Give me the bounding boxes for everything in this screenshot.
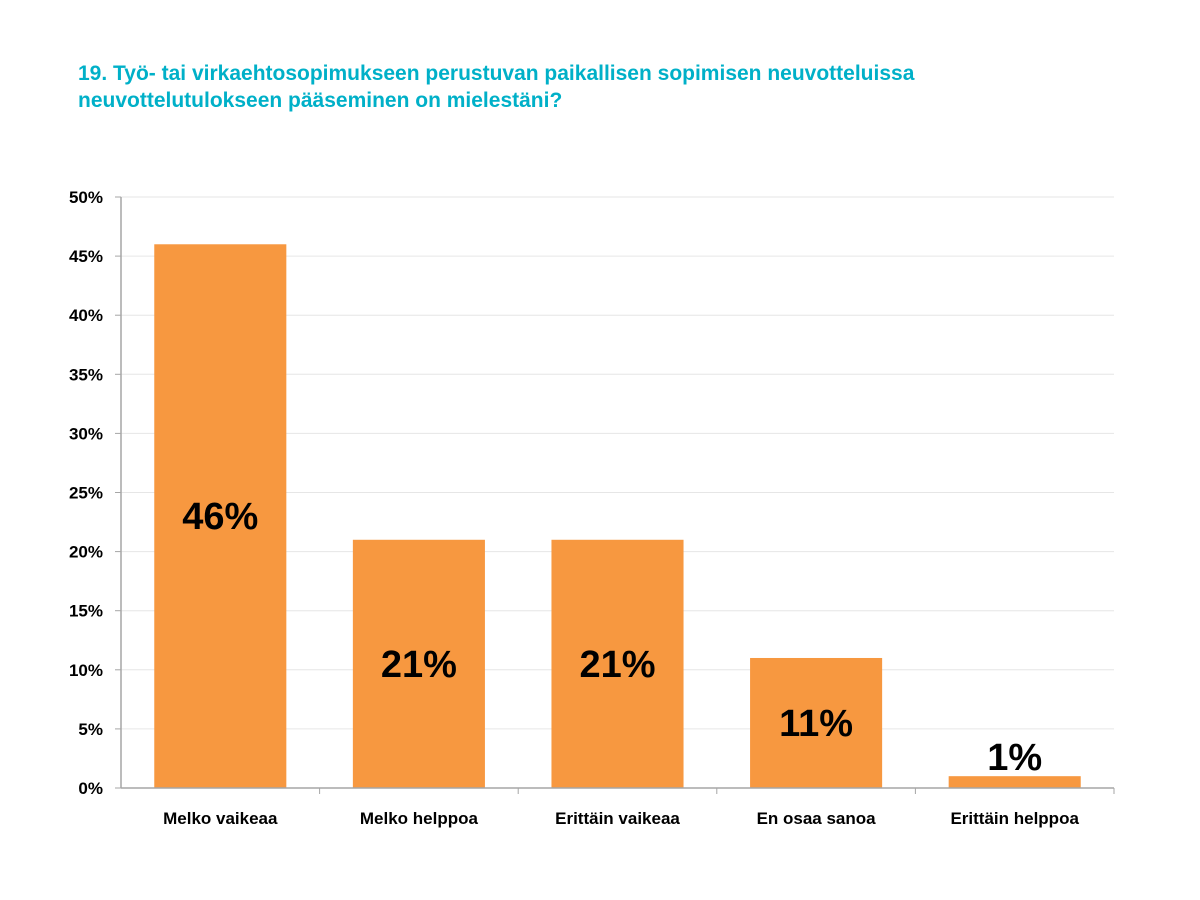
chart-title: 19. Työ- tai virkaehtosopimukseen perust… [78,62,915,112]
data-label: 11% [779,703,853,745]
y-tick-label: 35% [69,365,103,384]
x-category-label: En osaa sanoa [757,809,877,828]
y-tick-label: 45% [69,247,103,266]
x-category-label: Melko helppoa [360,809,479,828]
y-tick-label: 25% [69,484,103,503]
y-tick-label: 40% [69,306,103,325]
y-tick-label: 20% [69,543,103,562]
data-label: 1% [987,737,1042,779]
data-label: 21% [381,644,457,686]
y-tick-label: 0% [78,779,103,798]
y-tick-label: 50% [69,188,103,207]
y-tick-label: 15% [69,602,103,621]
y-tick-label: 10% [69,661,103,680]
bar-1 [352,539,485,788]
data-label: 46% [182,496,258,538]
bar-0 [154,244,287,788]
data-label: 21% [579,644,655,686]
y-tick-label: 30% [69,424,103,443]
x-category-label: Erittäin vaikeaa [555,809,680,828]
x-category-label: Melko vaikeaa [163,809,278,828]
bar-4 [948,776,1081,788]
y-tick-label: 5% [78,720,103,739]
x-category-label: Erittäin helppoa [950,809,1079,828]
bar-2 [551,539,684,788]
bar-3 [750,657,883,788]
